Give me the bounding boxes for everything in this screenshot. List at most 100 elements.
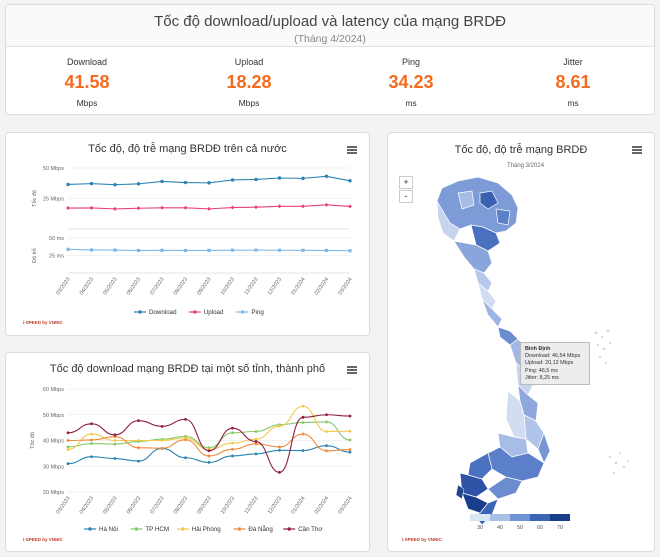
province-chart-title: Tốc độ download mạng BRDĐ tại một số tỉn… xyxy=(49,363,326,375)
page-title: Tốc độ download/upload và latency của mạ… xyxy=(154,13,506,30)
y-tick-label: 50 ms xyxy=(49,236,64,242)
legend-marker xyxy=(181,527,185,531)
legend-marker xyxy=(240,310,245,314)
x-tick-label: 03/2024 xyxy=(337,277,353,297)
data-point xyxy=(277,248,282,252)
y-tick-label: 20 Mbps xyxy=(43,490,64,496)
legend-marker xyxy=(134,527,139,531)
data-point xyxy=(113,183,117,187)
data-point xyxy=(231,431,234,435)
data-point xyxy=(301,449,305,452)
data-point xyxy=(348,450,352,454)
stat-unit: Mbps xyxy=(238,98,260,108)
data-point xyxy=(90,455,93,459)
map-region[interactable] xyxy=(479,190,499,210)
map-region[interactable] xyxy=(477,282,497,310)
x-tick-label: 07/2023 xyxy=(149,277,165,297)
data-point xyxy=(136,206,141,211)
data-point xyxy=(183,248,188,253)
summary-panel: Tốc độ download/upload và latency của mạ… xyxy=(5,4,655,115)
data-point xyxy=(301,415,305,419)
data-point xyxy=(160,205,164,210)
map-region[interactable] xyxy=(495,208,511,226)
data-point xyxy=(231,454,234,458)
chart-menu-icon[interactable] xyxy=(347,366,357,374)
data-point xyxy=(160,179,164,184)
national-chart-panel: Tốc độ, độ trễ mạng BRDĐ trên cả nước 25… xyxy=(5,132,370,336)
x-tick-label: 08/2023 xyxy=(173,277,189,297)
data-point xyxy=(89,248,94,252)
data-point xyxy=(324,248,329,252)
stat-value: 18.28 xyxy=(226,72,272,92)
tooltip-download: Download: 46,54 Mbps xyxy=(525,353,581,360)
map-region[interactable] xyxy=(487,476,523,500)
y-axis-label: Độ trễ xyxy=(31,248,38,263)
stat-unit: ms xyxy=(405,98,417,108)
map-region[interactable] xyxy=(467,452,493,480)
map-tooltip: Bình Định Download: 46,54 Mbps Upload: 2… xyxy=(520,342,590,385)
zoom-in-button[interactable]: + xyxy=(399,176,413,189)
data-point xyxy=(137,446,140,450)
x-tick-label: 03/2024 xyxy=(337,496,353,516)
y-axis-label: Tốc độ xyxy=(30,432,36,449)
data-point xyxy=(254,177,258,182)
scale-swatch xyxy=(550,514,570,521)
data-point xyxy=(230,205,235,210)
map-region[interactable] xyxy=(481,298,503,328)
data-point xyxy=(90,438,93,442)
y-tick-label: 25 Mbps xyxy=(43,197,64,203)
data-point xyxy=(324,174,329,178)
legend-marker xyxy=(193,310,197,314)
x-tick-label: 01/2024 xyxy=(290,277,306,297)
map-subtitle: Tháng 3/2024 xyxy=(507,163,545,169)
data-point xyxy=(137,459,140,463)
data-point xyxy=(254,440,258,443)
map-menu-icon[interactable] xyxy=(632,146,642,154)
data-point xyxy=(278,424,281,428)
data-point xyxy=(231,441,234,445)
chart-menu-icon[interactable] xyxy=(347,146,357,154)
map-region[interactable] xyxy=(537,431,551,464)
data-point xyxy=(348,429,352,433)
stats-row: Download 41.58 Mbps Upload 18.28 Mbps Pi… xyxy=(6,47,654,115)
tooltip-jitter: Jitter: 8,25 ms xyxy=(525,374,559,381)
color-scale: 30 40 50 60 70 xyxy=(470,514,570,531)
data-point xyxy=(348,249,352,253)
data-point xyxy=(230,178,235,182)
map-region-north-central xyxy=(453,240,493,274)
province-chart-panel: Tốc độ download mạng BRDĐ tại một số tỉn… xyxy=(5,352,370,552)
vietnam-map[interactable] xyxy=(388,133,654,551)
map-panel: Tốc độ, độ trễ mạng BRDĐ Tháng 3/2024 + … xyxy=(387,132,655,552)
legend-label: Hải Phòng xyxy=(192,526,221,533)
data-point xyxy=(66,448,70,451)
x-tick-label: 01/2024 xyxy=(290,496,306,516)
legend-label: TP HCM xyxy=(145,526,169,533)
data-point xyxy=(66,439,70,442)
map-title: Tốc độ, độ trễ mạng BRDĐ xyxy=(454,144,588,156)
x-tick-label: 09/2023 xyxy=(196,496,212,516)
y-tick-label: 50 Mbps xyxy=(43,413,64,419)
data-point xyxy=(183,205,188,210)
tooltip-ping: Ping: 46,5 ms xyxy=(525,367,558,374)
x-tick-label: 06/2023 xyxy=(126,277,142,297)
data-point xyxy=(89,181,94,186)
data-point xyxy=(137,439,140,442)
data-point xyxy=(254,205,258,210)
x-tick-label: 06/2023 xyxy=(126,496,142,516)
data-point xyxy=(254,442,258,446)
stat-label: Download xyxy=(66,57,108,67)
zoom-out-button[interactable]: - xyxy=(399,190,413,203)
map-region[interactable] xyxy=(473,268,493,292)
x-tick-label: 12/2023 xyxy=(267,277,283,297)
map-region[interactable] xyxy=(457,190,475,210)
stat-jitter: Jitter 8.61 ms xyxy=(492,47,654,115)
data-point xyxy=(113,457,117,460)
legend-label: Hà Nội xyxy=(99,526,118,533)
data-point xyxy=(90,442,93,445)
data-point xyxy=(348,204,352,209)
data-point xyxy=(277,204,282,209)
map-region[interactable] xyxy=(455,484,465,500)
data-point xyxy=(348,448,352,451)
data-point xyxy=(66,182,70,187)
page-subtitle: (Tháng 4/2024) xyxy=(294,33,366,45)
